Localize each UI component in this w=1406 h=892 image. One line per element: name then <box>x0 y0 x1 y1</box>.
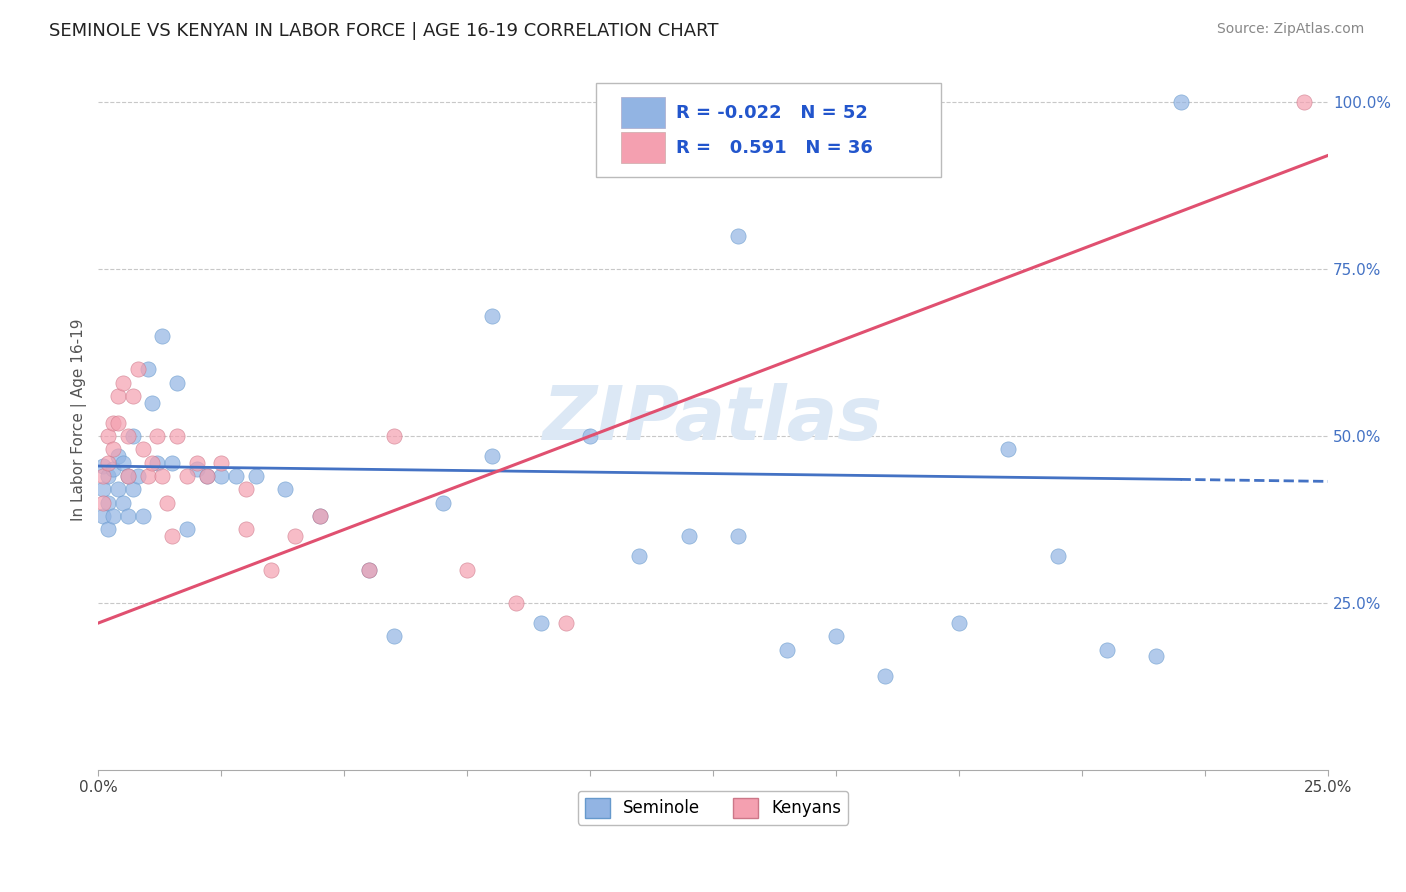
Point <box>107 449 129 463</box>
Point <box>97 469 120 483</box>
Point <box>382 429 405 443</box>
Point <box>382 629 405 643</box>
Text: Source: ZipAtlas.com: Source: ZipAtlas.com <box>1216 22 1364 37</box>
Point <box>235 523 257 537</box>
Point <box>579 429 602 443</box>
Point <box>727 529 749 543</box>
Point <box>117 469 139 483</box>
Point <box>554 615 576 630</box>
Point <box>727 228 749 243</box>
Point <box>166 429 188 443</box>
Point <box>284 529 307 543</box>
Point <box>209 469 232 483</box>
Point <box>481 309 503 323</box>
Point <box>186 462 208 476</box>
Point <box>117 429 139 443</box>
FancyBboxPatch shape <box>596 83 941 178</box>
FancyBboxPatch shape <box>621 132 665 163</box>
Point <box>131 509 153 524</box>
Point <box>274 483 297 497</box>
Point <box>107 389 129 403</box>
Point <box>481 449 503 463</box>
Point <box>308 509 330 524</box>
Text: R = -0.022   N = 52: R = -0.022 N = 52 <box>676 103 869 121</box>
Point <box>91 483 114 497</box>
Point <box>107 483 129 497</box>
Point <box>948 615 970 630</box>
Point <box>209 456 232 470</box>
Point <box>456 563 478 577</box>
Point <box>357 563 380 577</box>
Point <box>160 529 183 543</box>
Point <box>121 483 143 497</box>
Point <box>245 469 267 483</box>
Point <box>235 483 257 497</box>
Point <box>176 523 198 537</box>
Point <box>91 469 114 483</box>
Point <box>141 395 163 409</box>
Point <box>678 529 700 543</box>
Point <box>195 469 218 483</box>
Point <box>1292 95 1315 109</box>
Point <box>1144 649 1167 664</box>
Point <box>195 469 218 483</box>
Point <box>131 442 153 457</box>
Point <box>91 509 114 524</box>
Point <box>101 416 124 430</box>
Point <box>127 362 149 376</box>
Point <box>357 563 380 577</box>
Point <box>111 496 134 510</box>
Point <box>101 462 124 476</box>
Point <box>101 442 124 457</box>
Point <box>117 469 139 483</box>
Point <box>166 376 188 390</box>
Point <box>160 456 183 470</box>
Point <box>97 523 120 537</box>
Point <box>136 362 159 376</box>
Point <box>1046 549 1069 564</box>
Text: R =   0.591   N = 36: R = 0.591 N = 36 <box>676 139 873 157</box>
Point <box>628 549 651 564</box>
Legend: Seminole, Kenyans: Seminole, Kenyans <box>578 791 848 825</box>
Point <box>97 456 120 470</box>
Point <box>150 328 173 343</box>
Point <box>107 416 129 430</box>
Point <box>825 629 848 643</box>
Point <box>111 456 134 470</box>
Point <box>146 456 169 470</box>
Point <box>776 642 799 657</box>
Point <box>1170 95 1192 109</box>
Point <box>432 496 454 510</box>
Point <box>505 596 527 610</box>
Point <box>176 469 198 483</box>
Text: SEMINOLE VS KENYAN IN LABOR FORCE | AGE 16-19 CORRELATION CHART: SEMINOLE VS KENYAN IN LABOR FORCE | AGE … <box>49 22 718 40</box>
Point <box>875 669 897 683</box>
Point <box>186 456 208 470</box>
Point <box>101 509 124 524</box>
Point <box>530 615 553 630</box>
Point <box>150 469 173 483</box>
Y-axis label: In Labor Force | Age 16-19: In Labor Force | Age 16-19 <box>72 318 87 521</box>
Point <box>136 469 159 483</box>
Point <box>97 496 120 510</box>
Point <box>111 376 134 390</box>
Point <box>225 469 247 483</box>
Point <box>308 509 330 524</box>
Point <box>127 469 149 483</box>
Point <box>117 509 139 524</box>
Point <box>146 429 169 443</box>
Point <box>91 458 114 473</box>
Text: ZIPatlas: ZIPatlas <box>543 383 883 456</box>
Point <box>91 496 114 510</box>
Point <box>141 456 163 470</box>
Point <box>121 429 143 443</box>
Point <box>1095 642 1118 657</box>
Point <box>259 563 281 577</box>
Point <box>997 442 1019 457</box>
Point <box>121 389 143 403</box>
Point <box>97 429 120 443</box>
Point <box>156 496 179 510</box>
FancyBboxPatch shape <box>621 97 665 128</box>
